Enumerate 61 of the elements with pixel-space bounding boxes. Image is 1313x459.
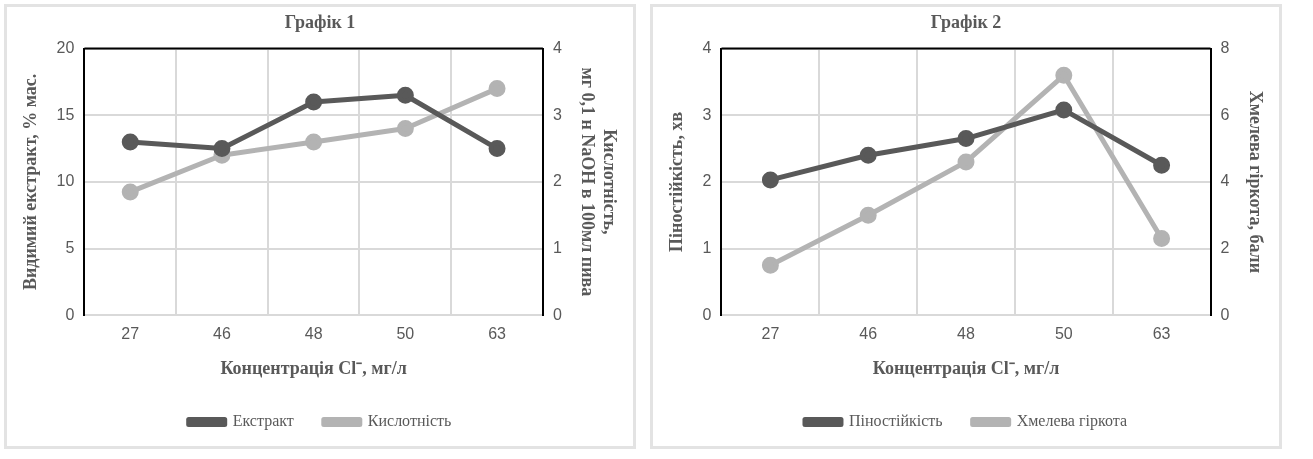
y-tick-label: 1 <box>702 238 712 256</box>
y2-tick-label: 4 <box>552 39 562 57</box>
y-tick-label: 3 <box>702 105 712 123</box>
x-tick-label: 50 <box>396 325 415 343</box>
y2-tick-label: 6 <box>1220 105 1230 123</box>
y-tick-label: 2 <box>702 172 712 190</box>
y-tick-label: 0 <box>65 305 75 323</box>
y2-tick-label: 2 <box>552 172 562 190</box>
point <box>121 133 139 151</box>
y2-axis-title: Кислотність, мг 0,1 н NaOH в 100мл пива <box>577 67 620 297</box>
y2-tick-label: 0 <box>1220 305 1230 323</box>
y-axis-title: Піностійкість, хв <box>666 111 687 252</box>
point <box>859 146 877 164</box>
point <box>1055 101 1073 119</box>
point <box>305 133 323 151</box>
y2-axis-title: Хмелева гіркота, бали <box>1245 90 1266 274</box>
x-tick-label: 27 <box>761 325 780 343</box>
x-tick-label: 63 <box>1152 325 1171 343</box>
y2-tick-label: 4 <box>1220 172 1230 190</box>
legend-label: Кислотність <box>367 412 452 430</box>
y2-tick-label: 8 <box>1220 39 1230 57</box>
y-tick-label: 4 <box>702 39 712 57</box>
point <box>213 140 231 158</box>
x-tick-label: 48 <box>957 325 975 343</box>
y-tick-label: 15 <box>56 105 75 123</box>
chart-title: Графік 1 <box>284 12 356 33</box>
point <box>121 183 139 201</box>
point <box>859 206 877 224</box>
y-axis-title: Видимий екстракт, % мас. <box>20 73 41 291</box>
y2-tick-label: 3 <box>552 105 562 123</box>
x-axis-title: Концентрація Cl⁻, мг/л <box>220 357 407 378</box>
point <box>761 256 779 274</box>
x-tick-label: 27 <box>121 325 140 343</box>
x-tick-label: 63 <box>488 325 507 343</box>
y-tick-label: 20 <box>56 39 75 57</box>
point <box>1153 156 1171 174</box>
x-tick-label: 48 <box>304 325 323 343</box>
x-tick-label: 50 <box>1054 325 1073 343</box>
point <box>1055 66 1073 84</box>
legend-label: Піностійкість <box>848 412 943 430</box>
x-axis-title: Концентрація Cl⁻, мг/л <box>872 357 1060 378</box>
legend-label: Екстракт <box>232 412 294 431</box>
y-tick-label: 0 <box>702 305 712 323</box>
point <box>1153 230 1171 248</box>
y-tick-label: 10 <box>56 172 75 190</box>
y2-tick-label: 2 <box>1220 238 1230 256</box>
y-tick-label: 5 <box>65 238 75 256</box>
y2-tick-label: 1 <box>552 238 562 256</box>
x-tick-label: 46 <box>859 325 878 343</box>
y2-tick-label: 0 <box>552 305 562 323</box>
x-tick-label: 46 <box>213 325 231 343</box>
point <box>396 120 414 138</box>
point <box>488 140 506 158</box>
point <box>396 86 414 104</box>
point <box>957 130 975 148</box>
point <box>305 93 323 111</box>
point <box>957 153 975 171</box>
point <box>488 80 506 98</box>
chart-title: Графік 2 <box>930 12 1002 33</box>
legend-label: Хмелева гіркота <box>1016 412 1128 431</box>
point <box>761 171 779 189</box>
